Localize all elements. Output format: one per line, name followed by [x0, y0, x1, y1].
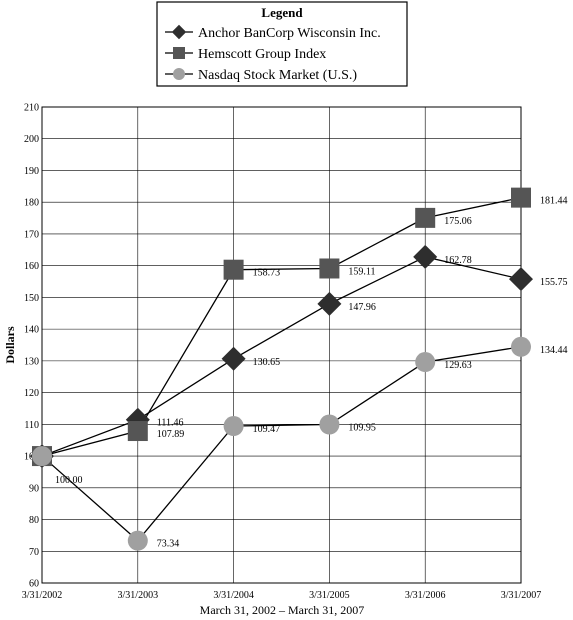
data-label: 134.44 [540, 345, 568, 356]
data-label: 159.11 [348, 266, 375, 277]
y-tick-label: 130 [24, 356, 39, 367]
data-label: 111.46 [157, 418, 184, 429]
data-label: 109.95 [348, 422, 376, 433]
data-label: 158.73 [253, 268, 281, 279]
data-labels: 111.46 130.65 147.96 162.78 155.75 107.89 158.… [55, 196, 568, 550]
data-label: 109.47 [253, 424, 281, 435]
grid [41, 106, 522, 584]
x-axis-ticks: 3/31/2002 3/31/2003 3/31/2004 3/31/2005 3/31… [22, 590, 542, 601]
x-tick-label: 3/31/2006 [405, 590, 446, 601]
data-point [32, 446, 52, 467]
data-label-shared: 100.00 [55, 475, 83, 486]
y-tick-label: 170 [24, 229, 39, 240]
data-label: 181.44 [540, 196, 568, 207]
y-tick-label: 70 [29, 547, 39, 558]
data-label: 175.06 [444, 216, 472, 227]
x-tick-label: 3/31/2003 [118, 590, 159, 601]
x-tick-label: 3/31/2007 [501, 590, 542, 601]
legend-title: Legend [261, 5, 303, 20]
data-point [223, 259, 244, 280]
legend-marker [173, 47, 185, 59]
data-point [221, 346, 246, 371]
data-point [415, 352, 436, 373]
data-label: 130.65 [253, 357, 281, 368]
plot-frame [41, 106, 522, 584]
data-point [413, 244, 438, 269]
legend-marker [171, 24, 187, 40]
data-point [127, 421, 148, 442]
data-label: 129.63 [444, 360, 472, 371]
legend-marker [173, 68, 185, 80]
legend-box [156, 1, 408, 87]
series-lines [41, 196, 522, 542]
data-point [415, 207, 436, 228]
plot-area: 6070809010011012013014015016017018019020… [22, 103, 568, 602]
y-tick-label: 150 [24, 293, 39, 304]
series-line [41, 196, 522, 457]
legend: Legend Anchor BanCorp Wisconsin Inc. Hems… [156, 1, 408, 87]
data-point [223, 416, 244, 437]
data-point [511, 336, 531, 357]
y-axis-title: Dollars [3, 326, 17, 364]
data-point [317, 291, 342, 316]
y-tick-label: 80 [29, 515, 39, 526]
x-tick-label: 3/31/2002 [22, 590, 63, 601]
y-axis-ticks: 6070809010011012013014015016017018019020… [24, 103, 39, 590]
series-line [41, 346, 522, 542]
y-tick-label: 120 [24, 388, 39, 399]
y-tick-label: 160 [24, 261, 39, 272]
x-tick-label: 3/31/2004 [213, 590, 254, 601]
y-tick-label: 210 [24, 103, 39, 114]
x-tick-label: 3/31/2005 [309, 590, 350, 601]
data-point [319, 258, 340, 279]
y-tick-label: 60 [29, 579, 39, 590]
y-tick-label: 110 [24, 420, 39, 431]
data-label: 107.89 [157, 429, 185, 440]
data-label: 162.78 [444, 255, 472, 266]
data-label: 155.75 [540, 277, 568, 288]
data-point [511, 187, 531, 208]
x-axis-title: March 31, 2002 – March 31, 2007 [200, 603, 365, 617]
y-tick-label: 90 [29, 483, 39, 494]
series-markers [30, 187, 533, 551]
y-tick-label: 180 [24, 198, 39, 209]
y-tick-label: 140 [24, 325, 39, 336]
series-line [41, 256, 522, 457]
data-point [319, 414, 340, 435]
y-tick-label: 200 [24, 134, 39, 145]
data-point [509, 267, 533, 292]
data-point [127, 530, 148, 551]
legend-label: Hemscott Group Index [198, 47, 326, 62]
legend-label: Nasdaq Stock Market (U.S.) [198, 68, 357, 83]
data-label: 73.34 [157, 539, 180, 550]
data-label: 147.96 [348, 302, 376, 313]
y-tick-label: 190 [24, 166, 39, 177]
legend-label: Anchor BanCorp Wisconsin Inc. [198, 26, 381, 41]
